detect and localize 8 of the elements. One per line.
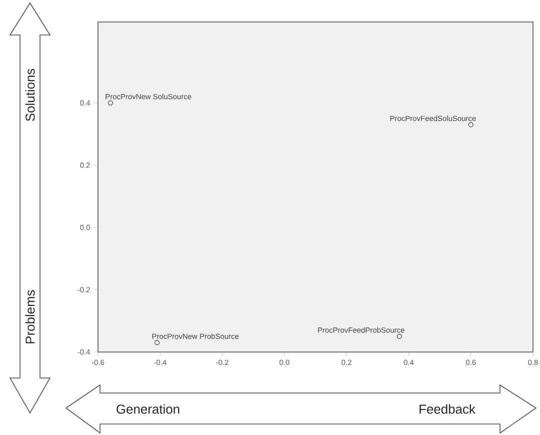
text: Feedback: [420, 404, 476, 414]
text: Generation: [116, 404, 180, 414]
point: [396, 334, 402, 339]
point: [154, 340, 160, 346]
text: Solutions: [25, 68, 35, 122]
point: [468, 122, 474, 128]
point: [108, 100, 113, 106]
text: Problems: [25, 290, 35, 344]
